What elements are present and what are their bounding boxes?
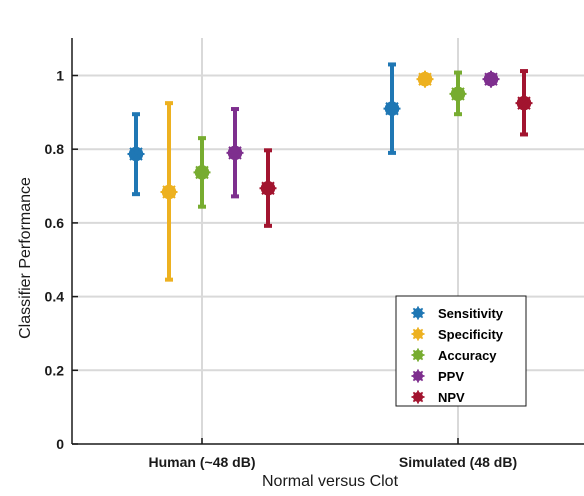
legend-spoke: [412, 328, 424, 340]
marker-spoke: [228, 146, 242, 160]
legend-label-sensitivity: Sensitivity: [438, 306, 504, 321]
errorbar-specificity: [160, 101, 178, 282]
errorbar-accuracy: [449, 70, 467, 117]
errorbar-ppv: [226, 107, 244, 199]
y-tick-label: 0.8: [45, 141, 65, 157]
legend-label-ppv: PPV: [438, 369, 464, 384]
legend-label-npv: NPV: [438, 390, 465, 405]
legend-spoke: [412, 307, 424, 319]
errorbar-specificity: [416, 70, 434, 88]
legend-spoke: [412, 391, 424, 403]
legend-spoke: [412, 349, 424, 361]
legend-marker-sensitivity: [411, 306, 425, 320]
errorbar-sensitivity: [127, 112, 145, 197]
legend-marker-accuracy: [411, 348, 425, 362]
marker-spoke: [162, 185, 176, 199]
legend-marker-specificity: [411, 327, 425, 341]
marker-spoke: [129, 147, 143, 161]
x-tick-label: Human (~48 dB): [149, 454, 256, 470]
legend-label-accuracy: Accuracy: [438, 348, 497, 363]
errorbar-sensitivity: [383, 62, 401, 155]
legend-marker-ppv: [411, 369, 425, 383]
marker-spoke: [261, 181, 275, 195]
x-axis-label: Normal versus Clot: [262, 473, 399, 490]
y-ticks: 0 0.2 0.4 0.6 0.8 1: [45, 68, 78, 452]
y-tick-label: 0.2: [45, 362, 65, 378]
x-tick-label: Simulated (48 dB): [399, 454, 517, 470]
x-ticks: Human (~48 dB) Simulated (48 dB): [149, 438, 517, 470]
data-marks: [127, 62, 533, 282]
errorbar-accuracy: [193, 136, 211, 209]
errorbar-ppv: [482, 70, 500, 88]
legend-spoke: [412, 370, 424, 382]
marker-spoke: [385, 101, 399, 116]
y-tick-label: 1: [56, 68, 64, 84]
y-tick-label: 0: [56, 436, 64, 452]
errorbar-npv: [515, 69, 533, 137]
legend: Sensitivity Specificity Accuracy PPV NPV: [395, 295, 527, 407]
axes: [71, 38, 584, 445]
y-axis-label: Classifier Performance: [17, 177, 34, 339]
marker-spoke: [484, 72, 498, 86]
marker-spoke: [451, 87, 465, 101]
legend-marker-npv: [411, 390, 425, 404]
errorbar-npv: [259, 148, 277, 228]
y-tick-label: 0.4: [45, 289, 65, 305]
y-tick-label: 0.6: [45, 215, 65, 231]
marker-spoke: [517, 96, 531, 110]
marker-spoke: [418, 72, 432, 86]
marker-spoke: [195, 165, 209, 180]
legend-label-specificity: Specificity: [438, 327, 504, 342]
